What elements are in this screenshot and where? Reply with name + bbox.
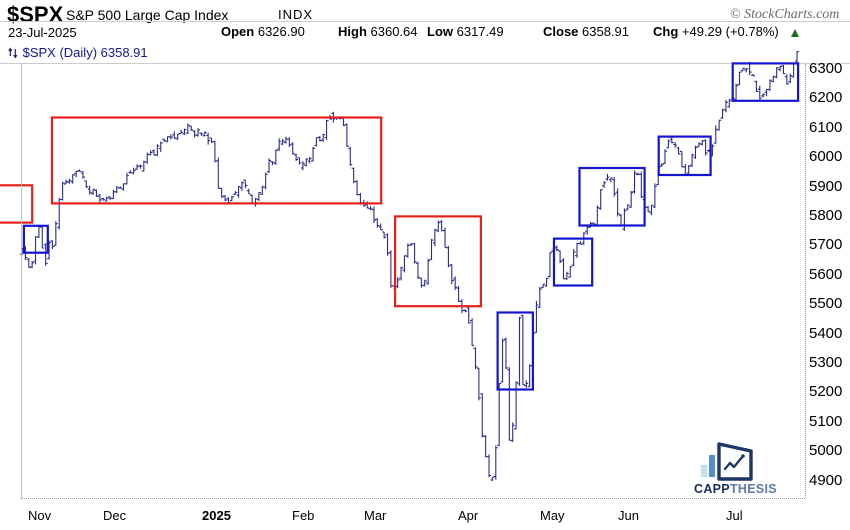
svg-text:CAPPTHESIS: CAPPTHESIS xyxy=(694,482,777,496)
